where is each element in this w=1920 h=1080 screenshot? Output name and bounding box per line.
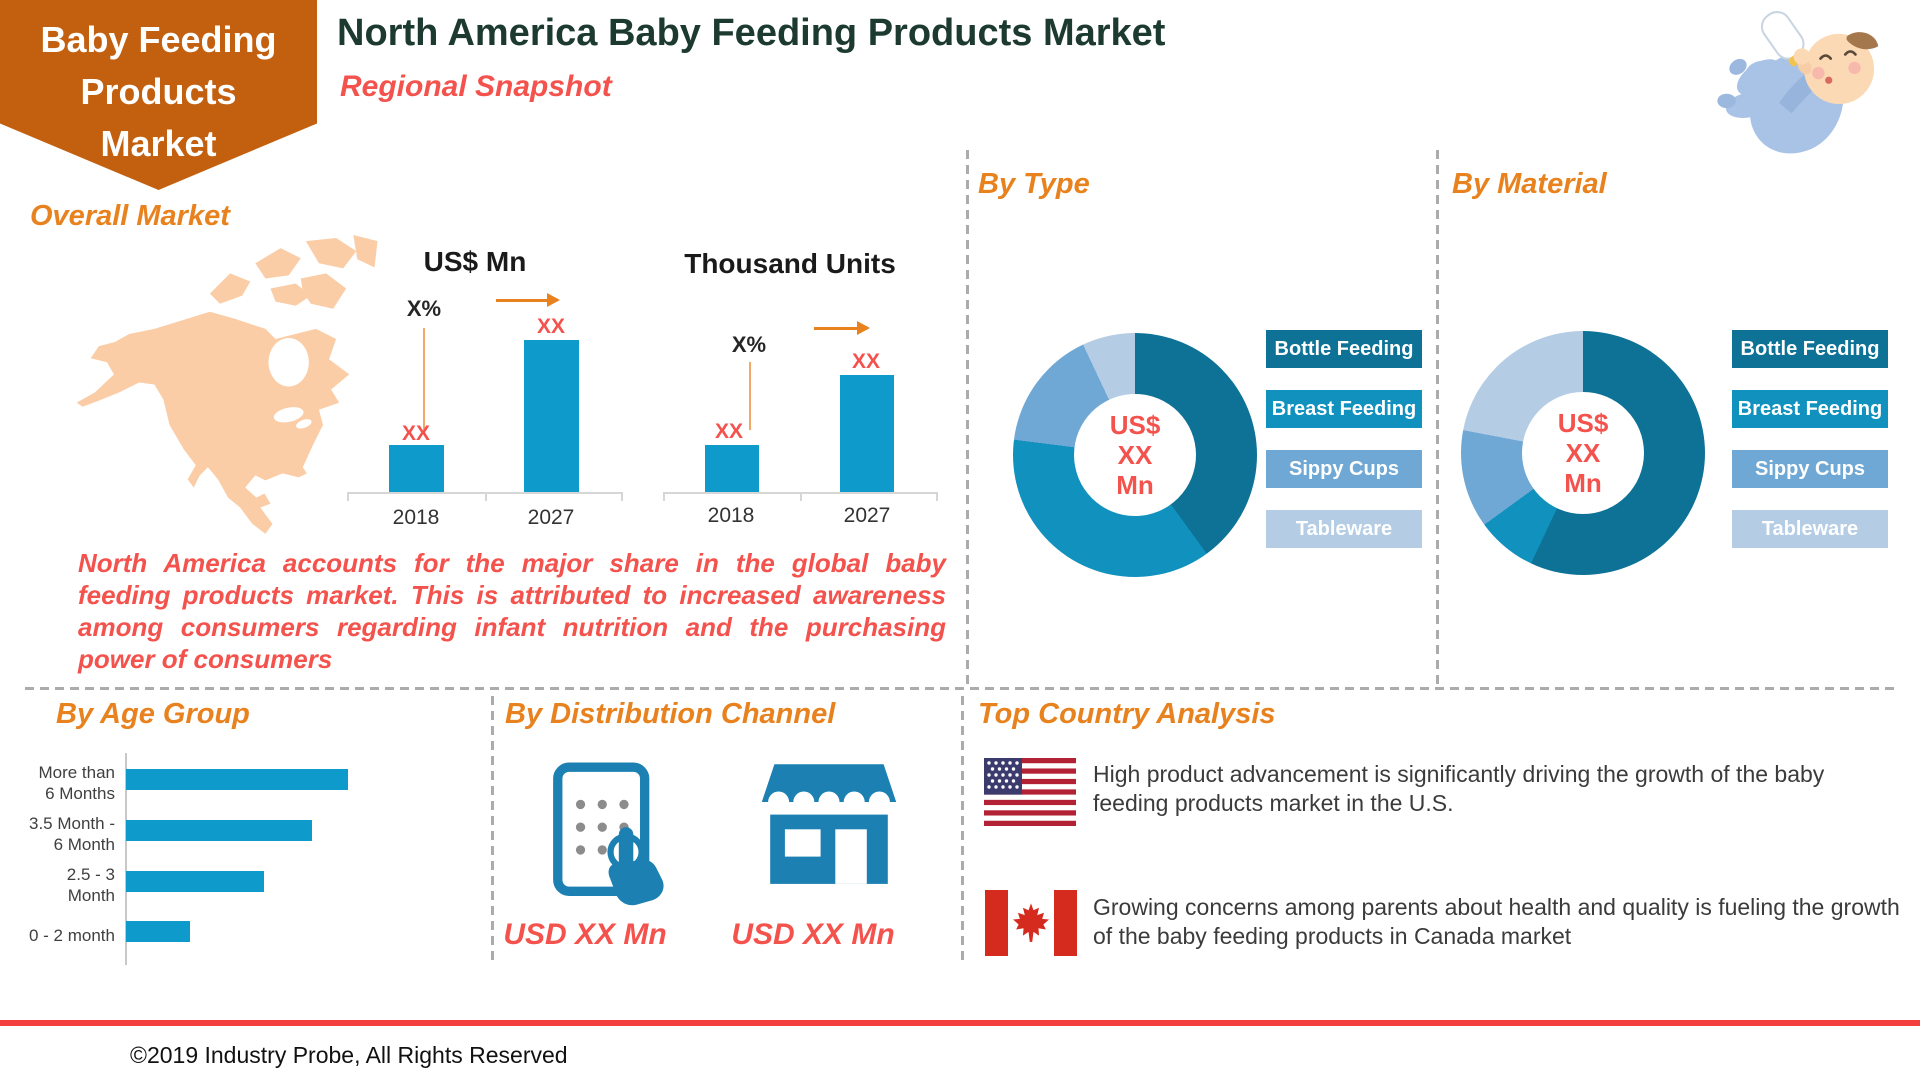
chart-by-material: US$ XX Mn Bottle Feeding Breast Feeding … — [1461, 330, 1891, 591]
legend-bottle-feeding: Bottle Feeding — [1266, 330, 1422, 368]
page-title: North America Baby Feeding Products Mark… — [337, 12, 1166, 54]
legend-tableware: Tableware — [1266, 510, 1422, 548]
store-channel-value: USD XX Mn — [731, 918, 895, 951]
ribbon-line: Market — [100, 123, 217, 164]
chart-by-type: US$ XX Mn Bottle Feeding Breast Feeding … — [1013, 330, 1433, 593]
bar-2027 — [840, 375, 894, 492]
section-heading-by-distribution: By Distribution Channel — [505, 698, 836, 730]
x-tick-label: 2027 — [843, 504, 891, 527]
y-axis — [125, 753, 127, 965]
canada-flag — [985, 890, 1077, 956]
overall-market-note: North America accounts for the major sha… — [78, 548, 946, 674]
age-label: 2.5 - 3 Month — [66, 865, 115, 905]
growth-arrow-icon — [814, 321, 870, 335]
tablet-touch-icon — [553, 762, 664, 906]
bars-area — [645, 375, 955, 492]
bar-2027 — [524, 340, 579, 492]
age-bar — [126, 769, 348, 790]
legend-sippy-cups: Sippy Cups — [1266, 450, 1422, 488]
footer-divider — [0, 1020, 1920, 1026]
cagr-label: X% — [406, 296, 442, 321]
section-heading-by-type: By Type — [978, 168, 1090, 200]
age-bar — [126, 921, 191, 942]
x-tick-label: 2027 — [527, 506, 575, 529]
axis-tick — [485, 492, 487, 501]
legend-tableware: Tableware — [1732, 510, 1888, 548]
separator — [1436, 150, 1439, 687]
legend-bottle-feeding: Bottle Feeding — [1732, 330, 1888, 368]
age-label: More than 6 Months — [38, 763, 115, 803]
chart-overall-volume: Thousand Units X% XX XX 2018 2027 — [645, 240, 955, 530]
bars-area — [330, 340, 650, 492]
bar-value-label: XX — [401, 422, 430, 445]
axis-tick — [936, 492, 938, 501]
axis-tick — [621, 492, 623, 501]
legend-breast-feeding: Breast Feeding — [1266, 390, 1422, 428]
copyright-text: ©2019 Industry Probe, All Rights Reserve… — [130, 1042, 568, 1068]
cagr-leader-line — [749, 362, 751, 430]
bar-2018 — [389, 444, 444, 492]
bar-2018 — [705, 445, 759, 492]
ribbon-line: Products — [80, 71, 237, 112]
section-heading-by-age-group: By Age Group — [56, 698, 250, 730]
report-ribbon: Baby Feeding Products Market — [0, 0, 317, 190]
chart-by-age-group: More than 6 Months 3.5 Month - 6 Month 2… — [0, 0, 400, 965]
axis-tick — [800, 492, 802, 501]
age-bar — [126, 871, 264, 892]
legend-breast-feeding: Breast Feeding — [1732, 390, 1888, 428]
us-insight-text: High product advancement is significantl… — [1093, 761, 1825, 816]
section-heading-by-material: By Material — [1452, 168, 1607, 200]
x-tick-label: 2018 — [392, 506, 440, 529]
separator — [491, 696, 494, 960]
us-flag — [984, 758, 1076, 826]
storefront-icon — [755, 764, 903, 884]
growth-arrow-icon — [496, 293, 560, 307]
donut-center-label: US$ XX Mn — [1522, 392, 1644, 514]
donut-center-label: US$ XX Mn — [1074, 394, 1196, 516]
canada-insight-text: Growing concerns among parents about hea… — [1093, 894, 1900, 949]
axis-tick — [347, 492, 349, 501]
online-channel-value: USD XX Mn — [503, 918, 667, 951]
separator — [966, 150, 969, 687]
legend-sippy-cups: Sippy Cups — [1732, 450, 1888, 488]
page-subtitle: Regional Snapshot — [340, 70, 612, 103]
section-heading-top-country: Top Country Analysis — [978, 698, 1276, 730]
bar-value-label: XX — [536, 315, 565, 338]
section-heading-overall-market: Overall Market — [30, 200, 230, 232]
separator — [25, 687, 1900, 690]
chart-title: US$ Mn — [423, 246, 527, 277]
ribbon-line: Baby Feeding — [40, 19, 277, 60]
chart-overall-value: US$ Mn X% XX XX 2018 2027 — [330, 240, 650, 530]
cagr-leader-line — [423, 328, 425, 430]
north-america-map — [76, 235, 378, 534]
separator — [961, 696, 964, 960]
age-label: 0 - 2 month — [29, 926, 115, 945]
axis-tick — [663, 492, 665, 501]
bar-value-label: XX — [714, 420, 743, 443]
cagr-label: X% — [731, 332, 767, 357]
baby-with-bottle-illustration — [1717, 11, 1879, 154]
age-label: 3.5 Month - 6 Month — [29, 814, 115, 854]
age-bar — [126, 820, 313, 841]
bar-value-label: XX — [851, 350, 880, 373]
chart-title: Thousand Units — [684, 248, 896, 279]
x-tick-label: 2018 — [707, 504, 755, 527]
